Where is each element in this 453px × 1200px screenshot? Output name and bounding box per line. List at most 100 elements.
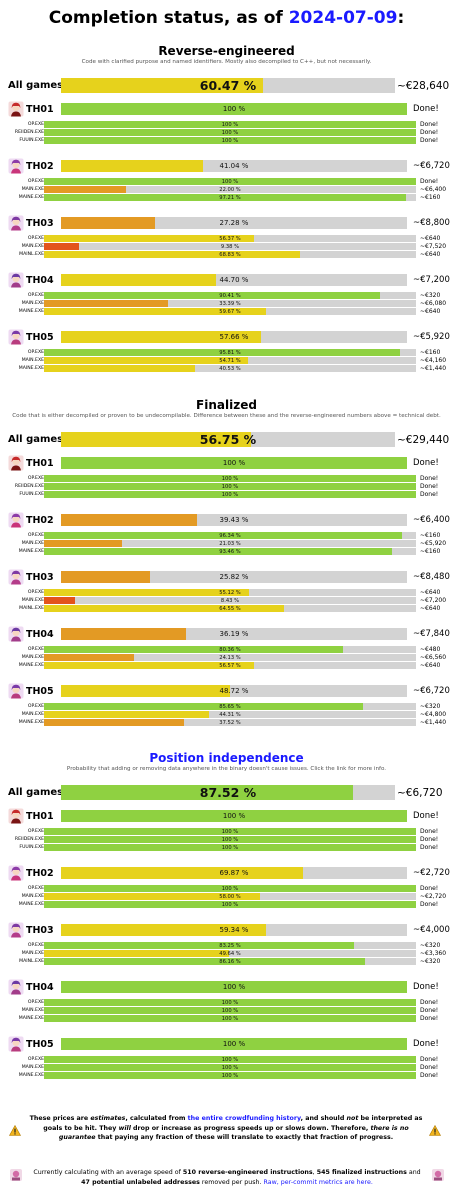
title-prefix: Completion status, as of xyxy=(48,8,289,28)
game-label: TH04 xyxy=(26,628,54,640)
th04-portrait-icon xyxy=(8,979,24,995)
game-label: TH03 xyxy=(26,924,54,936)
disclaimer-text: , and should xyxy=(300,1115,347,1122)
file-price: Done! xyxy=(420,121,439,128)
disclaimer-emphasis: estimates xyxy=(90,1115,126,1122)
file-progress-bar-fill xyxy=(44,893,260,900)
file-label: MAIN.EXE xyxy=(21,301,44,306)
game-progress-bar-percent: 69.87 % xyxy=(219,869,249,877)
th03-portrait-icon xyxy=(8,922,24,938)
file-price: ~€640 xyxy=(420,251,441,258)
file-label: MAINE.EXE xyxy=(18,663,44,668)
game-progress-bar-percent: 27.28 % xyxy=(219,219,249,227)
file-progress-bar: 100 % xyxy=(44,483,416,490)
raw-metrics-link[interactable]: Raw, per-commit metrics are here. xyxy=(263,1178,373,1186)
game-progress-bar-percent: 41.04 % xyxy=(219,162,249,170)
game-progress-bar: 44.70 % xyxy=(61,274,407,286)
file-label: OP.EXE xyxy=(27,1000,44,1005)
file-progress-bar-fill xyxy=(44,186,126,193)
file-progress-bar-fill xyxy=(44,491,416,498)
th01-portrait-icon xyxy=(8,455,24,471)
file-progress-bar-fill xyxy=(44,548,392,555)
file-price: Done! xyxy=(420,1015,439,1022)
file-progress-bar: 100 % xyxy=(44,999,416,1006)
file-progress-bar-fill xyxy=(44,292,381,299)
file-label: MAINE.EXE xyxy=(18,366,44,371)
game-price: Done! xyxy=(413,104,439,114)
file-progress-bar-percent: 33.39 % xyxy=(219,300,241,307)
file-progress-bar-percent: 90.41 % xyxy=(219,292,241,299)
file-progress-bar: 56.57 % xyxy=(44,662,416,669)
game-progress-bar-percent: 36.19 % xyxy=(219,630,249,638)
game-label: TH02 xyxy=(26,867,54,879)
speed-text: , xyxy=(312,1169,317,1176)
file-label: OP.EXE xyxy=(27,293,44,298)
file-progress-bar: 80.36 % xyxy=(44,646,416,653)
file-progress-bar: 100 % xyxy=(44,885,416,892)
game-progress-bar-percent: 57.66 % xyxy=(219,333,249,341)
game-price: ~€6,720 xyxy=(413,161,450,171)
all-games-bar-fill xyxy=(61,432,251,447)
file-price: ~€3,360 xyxy=(420,950,447,957)
file-progress-bar-fill xyxy=(44,349,401,356)
file-progress-bar-fill xyxy=(44,703,363,710)
file-label: MAIN.EXE xyxy=(21,1065,44,1070)
file-progress-bar: 100 % xyxy=(44,129,416,136)
disclaimer-text: , calculated from xyxy=(125,1115,188,1122)
file-progress-bar: 95.81 % xyxy=(44,349,416,356)
file-price: ~€320 xyxy=(420,292,441,299)
game-price: ~€7,840 xyxy=(413,629,450,639)
file-label: MAINL.EXE xyxy=(19,252,44,257)
th04-portrait-icon xyxy=(8,272,24,288)
section-title[interactable]: Position independence xyxy=(149,751,304,765)
file-progress-bar: 24.13 % xyxy=(44,654,416,661)
file-progress-bar: 100 % xyxy=(44,178,416,185)
file-progress-bar-percent: 100 % xyxy=(221,828,239,835)
game-label: TH04 xyxy=(26,981,54,993)
crowdfunding-history-link[interactable]: the entire crowdfunding history xyxy=(187,1115,301,1122)
file-progress-bar: 21.03 % xyxy=(44,540,416,547)
game-progress-bar-fill xyxy=(61,810,407,822)
game-progress-bar-fill xyxy=(61,457,407,469)
all-games-label: All games xyxy=(8,434,64,445)
file-label: OP.EXE xyxy=(27,829,44,834)
file-label: MAINL.EXE xyxy=(19,606,44,611)
file-price: Done! xyxy=(420,475,439,482)
disclaimer-text: be interpreted as goals to be hit. They xyxy=(43,1115,423,1132)
file-price: ~€160 xyxy=(420,532,441,539)
file-progress-bar-percent: 100 % xyxy=(221,1015,239,1022)
all-games-price: ~€28,640 xyxy=(397,79,450,92)
file-price: Done! xyxy=(420,129,439,136)
file-label: MAINL.EXE xyxy=(19,959,44,964)
file-price: Done! xyxy=(420,836,439,843)
file-label: MAIN.EXE xyxy=(21,951,44,956)
file-price: ~€7,520 xyxy=(420,243,447,250)
file-progress-bar-fill xyxy=(44,243,79,250)
file-price: ~€160 xyxy=(420,194,441,201)
file-progress-bar-fill xyxy=(44,901,416,908)
file-label: MAINE.EXE xyxy=(18,309,44,314)
game-label: TH01 xyxy=(26,103,54,115)
file-price: ~€1,440 xyxy=(420,719,447,726)
file-price: ~€6,400 xyxy=(420,186,447,193)
file-progress-bar-fill xyxy=(44,999,416,1006)
all-games-bar: 87.52 % xyxy=(61,785,395,800)
section-title: Finalized xyxy=(196,398,257,412)
file-progress-bar-fill xyxy=(44,950,229,957)
file-progress-bar: 68.83 % xyxy=(44,251,416,258)
file-progress-bar-percent: 100 % xyxy=(221,475,239,482)
file-progress-bar-percent: 95.81 % xyxy=(219,349,241,356)
file-progress-bar: 100 % xyxy=(44,836,416,843)
game-price: ~€8,480 xyxy=(413,572,450,582)
game-price: Done! xyxy=(413,811,439,821)
game-progress-bar: 41.04 % xyxy=(61,160,407,172)
file-price: ~€160 xyxy=(420,548,441,555)
file-progress-bar-percent: 80.36 % xyxy=(219,646,241,653)
file-label: OP.EXE xyxy=(27,590,44,595)
game-progress-bar-percent: 100 % xyxy=(222,105,246,113)
speed-text: removed per push. xyxy=(199,1178,264,1186)
file-price: ~€6,080 xyxy=(420,300,447,307)
file-label: OP.EXE xyxy=(27,476,44,481)
file-progress-bar: 100 % xyxy=(44,1015,416,1022)
file-label: MAIN.EXE xyxy=(21,358,44,363)
